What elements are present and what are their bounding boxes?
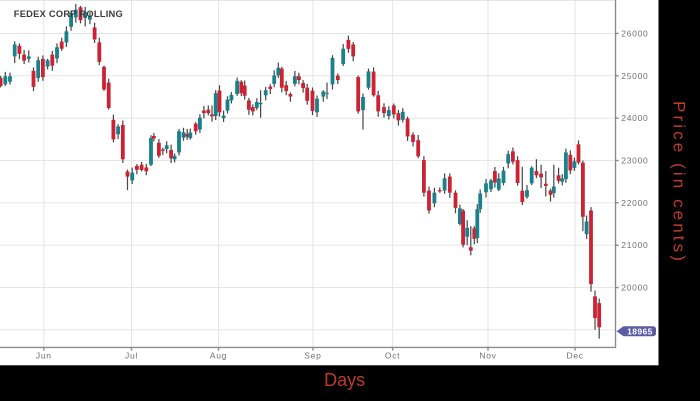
svg-text:Jun: Jun xyxy=(36,351,52,361)
svg-text:Price (in cents): Price (in cents) xyxy=(670,101,689,264)
svg-text:Days: Days xyxy=(324,370,365,390)
svg-text:26000: 26000 xyxy=(621,29,648,39)
svg-text:25000: 25000 xyxy=(621,71,648,81)
svg-text:Sep: Sep xyxy=(304,351,321,361)
svg-text:Nov: Nov xyxy=(479,351,496,361)
svg-text:22000: 22000 xyxy=(621,198,648,208)
svg-text:24000: 24000 xyxy=(621,113,648,123)
svg-text:20000: 20000 xyxy=(621,283,648,293)
svg-text:FEDEX CORP ROLLING: FEDEX CORP ROLLING xyxy=(14,9,123,19)
svg-text:Dec: Dec xyxy=(566,351,583,361)
svg-text:Jul: Jul xyxy=(125,351,138,361)
svg-text:18965: 18965 xyxy=(627,326,653,336)
svg-text:Aug: Aug xyxy=(210,351,227,361)
svg-text:Oct: Oct xyxy=(385,351,400,361)
svg-text:21000: 21000 xyxy=(621,240,648,250)
svg-text:23000: 23000 xyxy=(621,156,648,166)
